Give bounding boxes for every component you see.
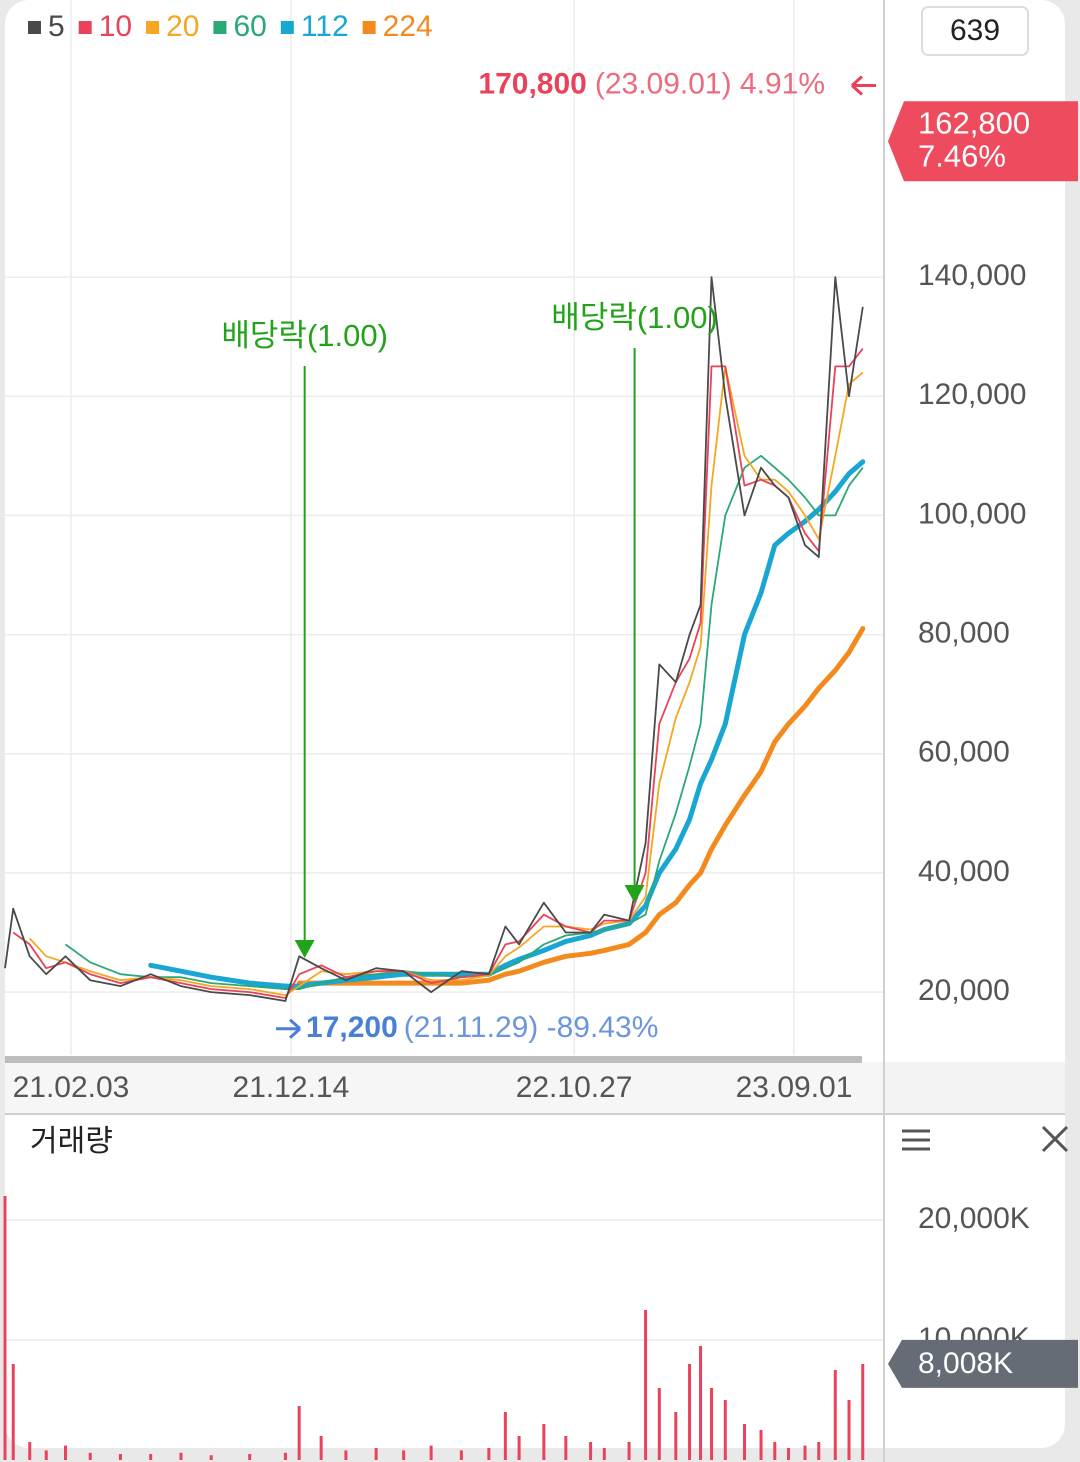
x-tick-label: 23.09.01 xyxy=(736,1071,853,1104)
volume-bar xyxy=(179,1452,183,1460)
volume-bar xyxy=(3,1196,7,1460)
volume-bar xyxy=(657,1388,661,1460)
legend-swatch xyxy=(280,21,294,34)
volume-bar xyxy=(602,1448,606,1460)
high-arrow xyxy=(850,75,876,96)
current-change: 7.46% xyxy=(918,138,1006,173)
y-tick-label: 140,000 xyxy=(918,259,1026,292)
low-arrow xyxy=(276,1018,302,1039)
y-tick-label: 20,000 xyxy=(918,974,1010,1007)
high-detail: (23.09.01) 4.91% xyxy=(595,67,825,100)
low-detail: (21.11.29) -89.43% xyxy=(404,1011,659,1044)
volume-bar xyxy=(459,1450,463,1460)
x-tick-label: 22.10.27 xyxy=(516,1071,633,1104)
volume-bar xyxy=(283,1452,287,1460)
volume-bar xyxy=(248,1454,252,1460)
volume-bar xyxy=(833,1370,837,1460)
close-icon[interactable] xyxy=(1041,1125,1069,1153)
volume-bar xyxy=(674,1412,678,1460)
volume-bar xyxy=(503,1412,507,1460)
high-value: 170,800 xyxy=(478,67,586,100)
y-tick-label: 120,000 xyxy=(918,378,1026,411)
y-tick-label: 80,000 xyxy=(918,616,1010,649)
volume-bar xyxy=(487,1448,491,1460)
volume-bar xyxy=(773,1442,777,1460)
y-tick-label: 20,000K xyxy=(918,1202,1030,1235)
volume-bar xyxy=(803,1445,807,1460)
volume-bar xyxy=(11,1364,15,1460)
volume-bar xyxy=(344,1450,348,1460)
volume-bar xyxy=(710,1388,714,1460)
axis-corner xyxy=(884,1062,1065,1114)
volume-bar xyxy=(861,1363,865,1460)
legend-swatch xyxy=(362,21,376,34)
event-arrow xyxy=(624,885,645,903)
y-tick-label: 60,000 xyxy=(918,736,1010,769)
event-arrow xyxy=(294,940,315,958)
volume-bar xyxy=(63,1445,67,1460)
volume-bar xyxy=(723,1400,727,1460)
volume-bar xyxy=(88,1452,92,1460)
volume-bar xyxy=(429,1445,433,1460)
high-label: 170,800 (23.09.01) 4.91% xyxy=(478,67,825,100)
volume-bar xyxy=(699,1346,703,1460)
volume-bar xyxy=(847,1400,851,1460)
legend-label: 224 xyxy=(383,10,433,43)
current-price: 162,800 xyxy=(918,105,1030,140)
volume-bar xyxy=(149,1454,153,1460)
legend-label: 112 xyxy=(301,10,349,43)
volume-bar xyxy=(118,1454,122,1460)
ma-line xyxy=(4,276,864,1002)
volume-bar xyxy=(402,1450,406,1460)
volume-bar xyxy=(374,1448,378,1460)
legend-label: 20 xyxy=(166,10,199,43)
volume-bar xyxy=(542,1424,546,1460)
volume-bar xyxy=(787,1448,791,1460)
volume-bar xyxy=(759,1430,763,1460)
legend-swatch xyxy=(78,21,92,34)
volume-bar xyxy=(319,1436,323,1460)
ma-line xyxy=(12,348,864,999)
event-label: 배당락(1.00) xyxy=(221,318,388,353)
volume-bar xyxy=(564,1436,568,1460)
plot-layer: 20,000 40,000 60,000 80,000 100,000 120,000 14… xyxy=(3,0,1078,1460)
x-tick-label: 21.02.03 xyxy=(13,1071,130,1104)
volume-bar xyxy=(688,1364,692,1460)
volume-bar xyxy=(743,1424,747,1460)
legend-label: 5 xyxy=(48,10,65,43)
current-volume: 8,008K xyxy=(918,1347,1013,1380)
volume-bar xyxy=(517,1436,521,1460)
volume-bar xyxy=(644,1310,648,1460)
low-label: 17,200 (21.11.29) -89.43% xyxy=(306,1011,658,1044)
count-badge-text: 639 xyxy=(950,14,1000,47)
volume-bar xyxy=(297,1406,301,1460)
volume-bar xyxy=(627,1442,631,1460)
legend-swatch xyxy=(146,21,160,34)
card xyxy=(5,0,1065,1448)
ma-line xyxy=(29,365,864,996)
legend-swatch xyxy=(213,21,227,34)
legend-label: 10 xyxy=(99,10,132,43)
ma-line xyxy=(64,454,864,990)
y-tick-label: 40,000 xyxy=(918,855,1010,888)
volume-bar xyxy=(44,1450,48,1460)
volume-bar xyxy=(817,1442,821,1460)
current-price-badge xyxy=(888,101,1078,182)
volume-title: 거래량 xyxy=(30,1125,113,1158)
count-badge xyxy=(921,6,1029,56)
x-tick-label: 21.12.14 xyxy=(233,1071,350,1104)
volume-bar xyxy=(589,1442,593,1460)
volume-bar xyxy=(209,1455,213,1460)
low-value: 17,200 xyxy=(306,1011,398,1044)
menu-icon[interactable] xyxy=(902,1129,930,1151)
legend-swatch xyxy=(28,21,41,34)
legend-label: 60 xyxy=(233,10,266,43)
y-tick-label: 100,000 xyxy=(918,497,1026,530)
volume-bar xyxy=(28,1442,32,1460)
event-label: 배당락(1.00) xyxy=(551,300,718,335)
scrollbar[interactable] xyxy=(5,1056,862,1063)
current-volume-badge xyxy=(888,1339,1078,1388)
x-axis-band xyxy=(5,1062,883,1114)
